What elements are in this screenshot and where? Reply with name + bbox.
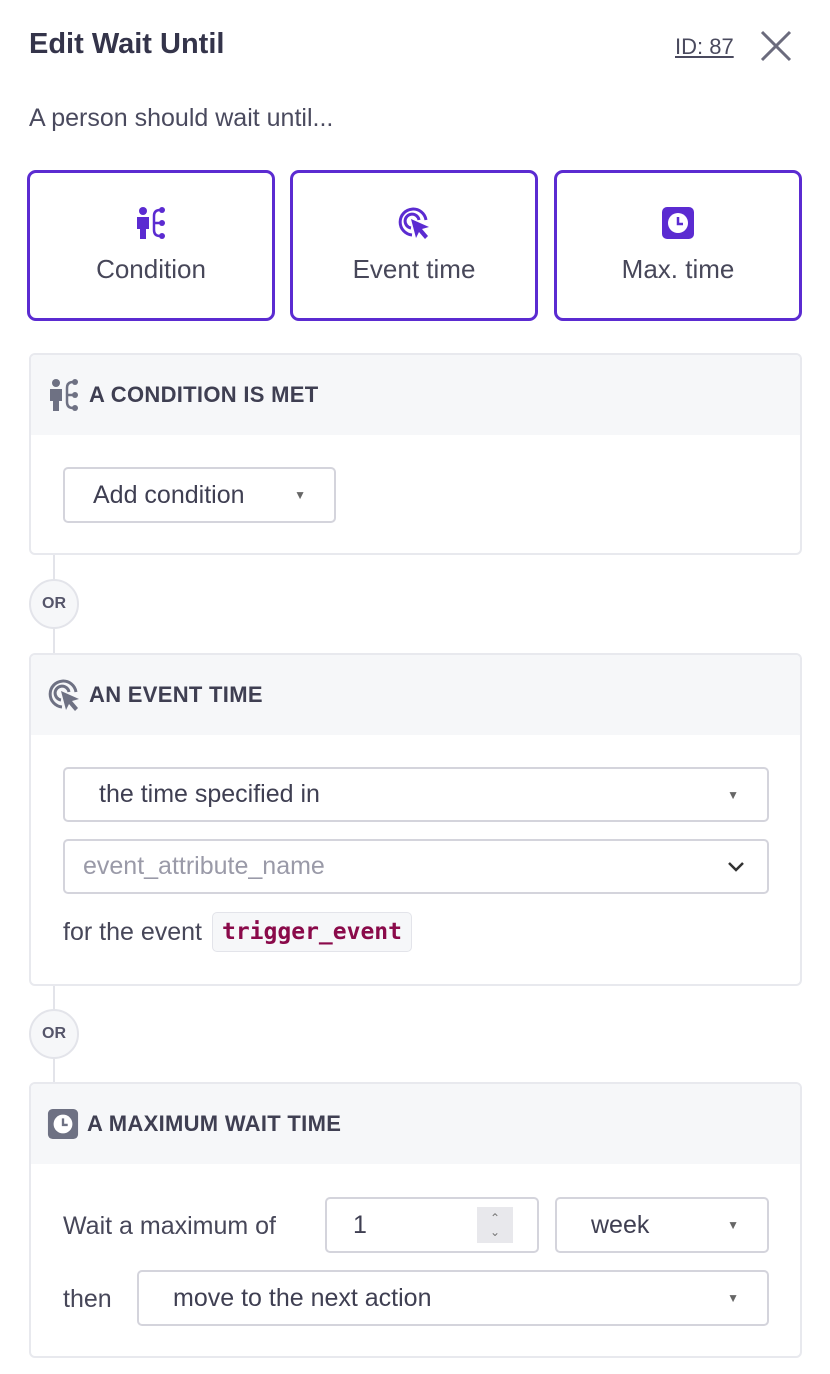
condition-card-header: A CONDITION IS MET [31,355,800,435]
event-name-chip: trigger_event [211,912,412,952]
or-badge: OR [29,579,79,629]
option-condition[interactable]: Condition [27,170,275,321]
panel-title: Edit Wait Until [29,28,225,60]
target-cursor-icon [48,679,79,711]
subtitle: A person should wait until... [29,104,334,132]
wait-unit-select[interactable]: week ▼ [555,1197,769,1253]
event-attribute-input[interactable]: event_attribute_name [63,839,769,894]
option-max-time[interactable]: Max. time [554,170,802,321]
event-heading: AN EVENT TIME [89,682,263,707]
wait-unit-value: week [591,1210,650,1239]
chevron-down-icon [728,861,744,872]
stepper-icon[interactable]: ⌃ ⌄ [477,1207,513,1243]
wait-max-label: Wait a maximum of [63,1212,277,1240]
clock-icon [47,1108,79,1140]
caret-down-icon: ▼ [294,488,306,502]
then-action-select[interactable]: move to the next action ▼ [137,1270,769,1326]
max-wait-card-header: A MAXIMUM WAIT TIME [31,1084,800,1164]
event-time-card: AN EVENT TIME the time specified in ▼ eve… [29,653,802,986]
person-branch-icon [137,207,165,239]
caret-down-icon: ▼ [727,1291,739,1305]
then-action-value: move to the next action [173,1283,432,1312]
add-condition-dropdown[interactable]: Add condition ▼ [63,467,336,523]
caret-down-icon: ▼ [727,787,739,802]
then-label: then [63,1285,112,1313]
id-link[interactable]: ID: 87 [675,34,734,59]
time-source-select[interactable]: the time specified in ▼ [63,767,769,822]
wait-amount-input[interactable]: 1 ⌃ ⌄ [325,1197,539,1253]
max-wait-card: A MAXIMUM WAIT TIME Wait a maximum of 1 … [29,1082,802,1358]
option-label: Event time [352,254,476,284]
option-label: Max. time [621,254,735,284]
person-branch-icon [50,379,78,411]
option-label: Condition [96,254,206,284]
wait-amount-value: 1 [353,1210,367,1239]
event-card-header: AN EVENT TIME [31,655,800,735]
attribute-placeholder: event_attribute_name [83,852,325,880]
close-icon[interactable] [758,28,794,64]
time-source-value: the time specified in [99,780,320,808]
option-event-time[interactable]: Event time [290,170,538,321]
caret-down-icon: ▼ [727,1218,739,1232]
condition-card: A CONDITION IS MET Add condition ▼ [29,353,802,555]
target-cursor-icon [398,207,429,239]
add-condition-label: Add condition [93,480,245,509]
for-event-label: for the event [63,917,202,946]
clock-icon [662,207,694,239]
condition-heading: A CONDITION IS MET [89,382,319,407]
max-wait-heading: A MAXIMUM WAIT TIME [87,1111,342,1136]
or-badge: OR [29,1009,79,1059]
